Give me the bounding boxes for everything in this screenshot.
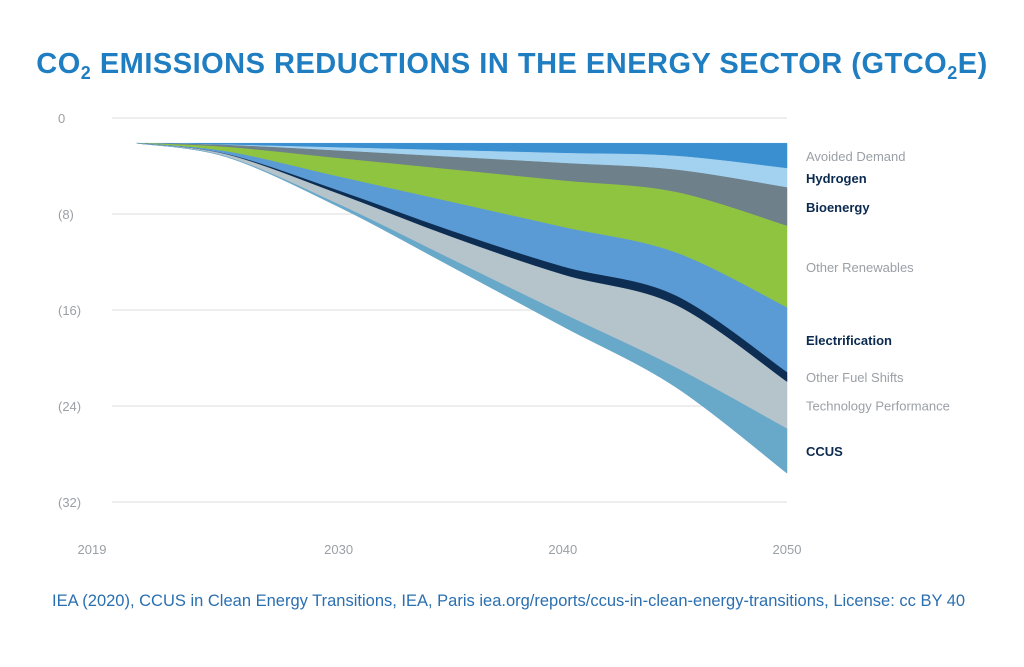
title-part-main: EMISSIONS REDUCTIONS IN THE ENERGY SECTO… — [91, 48, 948, 80]
x-axis-ticks: 2019 2030 2040 2050 — [78, 542, 802, 557]
y-tick-label: 0 — [58, 111, 65, 126]
stacked-areas — [136, 142, 788, 474]
x-tick-label: 2019 — [78, 542, 107, 557]
y-tick-label: (32) — [58, 495, 81, 510]
series-label-other-fuel-shifts: Other Fuel Shifts — [806, 370, 904, 385]
y-tick-label: (8) — [58, 207, 74, 222]
area-ccus — [136, 142, 788, 474]
series-label-electrification: Electrification — [806, 333, 892, 348]
series-label-avoided-demand: Avoided Demand — [806, 149, 906, 164]
title-sub-2a: 2 — [80, 63, 92, 83]
title-part-co: CO — [36, 48, 81, 80]
title-part-end: E) — [957, 48, 988, 80]
x-tick-label: 2040 — [548, 542, 577, 557]
series-label-technology-performance: Technology Performance — [806, 398, 950, 413]
series-label-other-renewables: Other Renewables — [806, 260, 914, 275]
series-label-ccus: CCUS — [806, 444, 843, 459]
x-tick-label: 2050 — [773, 542, 802, 557]
x-tick-label: 2030 — [324, 542, 353, 557]
y-axis-ticks: 0 (8) (16) (24) (32) — [58, 111, 81, 510]
series-label-hydrogen: Hydrogen — [806, 171, 867, 186]
source-citation: IEA (2020), CCUS in Clean Energy Transit… — [52, 592, 966, 610]
chart-title: CO2 EMISSIONS REDUCTIONS IN THE ENERGY S… — [0, 48, 1024, 84]
y-tick-label: (16) — [58, 303, 81, 318]
series-label-bioenergy: Bioenergy — [806, 200, 870, 215]
series-labels: Avoided Demand Hydrogen Bioenergy Other Ren… — [806, 149, 950, 459]
title-sub-2b: 2 — [947, 63, 958, 83]
y-tick-label: (24) — [58, 399, 81, 414]
